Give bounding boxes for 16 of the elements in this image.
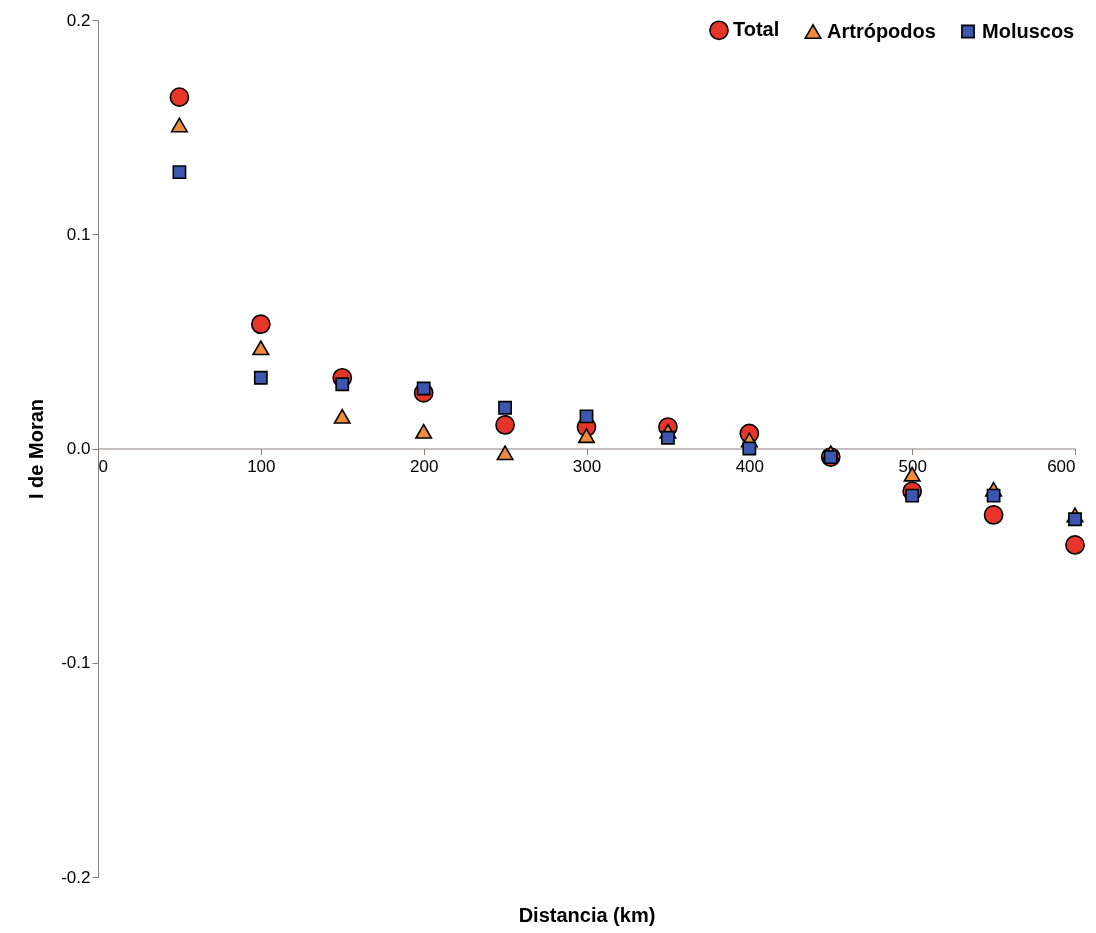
x-tick-label: 0 bbox=[98, 457, 108, 476]
legend-label: Artrópodos bbox=[827, 19, 936, 42]
x-tick-label: 200 bbox=[409, 457, 439, 476]
y-tick-label: -0.2 bbox=[61, 867, 91, 887]
y-axis-title: I de Moran bbox=[25, 398, 48, 500]
legend-label: Total bbox=[733, 18, 780, 41]
legend-label: Moluscos bbox=[982, 19, 1075, 42]
x-tick-label: 300 bbox=[572, 457, 602, 476]
y-tick-label: 0.0 bbox=[66, 439, 91, 458]
y-tick-label: 0.2 bbox=[66, 10, 91, 30]
y-tick-label: -0.1 bbox=[61, 653, 91, 673]
x-tick-label: 600 bbox=[1047, 457, 1076, 476]
x-tick-label: 100 bbox=[247, 457, 276, 476]
y-tick-label: 0.1 bbox=[66, 224, 91, 244]
x-axis-title: Distancia (km) bbox=[518, 903, 656, 926]
x-tick-label: 400 bbox=[735, 457, 765, 476]
